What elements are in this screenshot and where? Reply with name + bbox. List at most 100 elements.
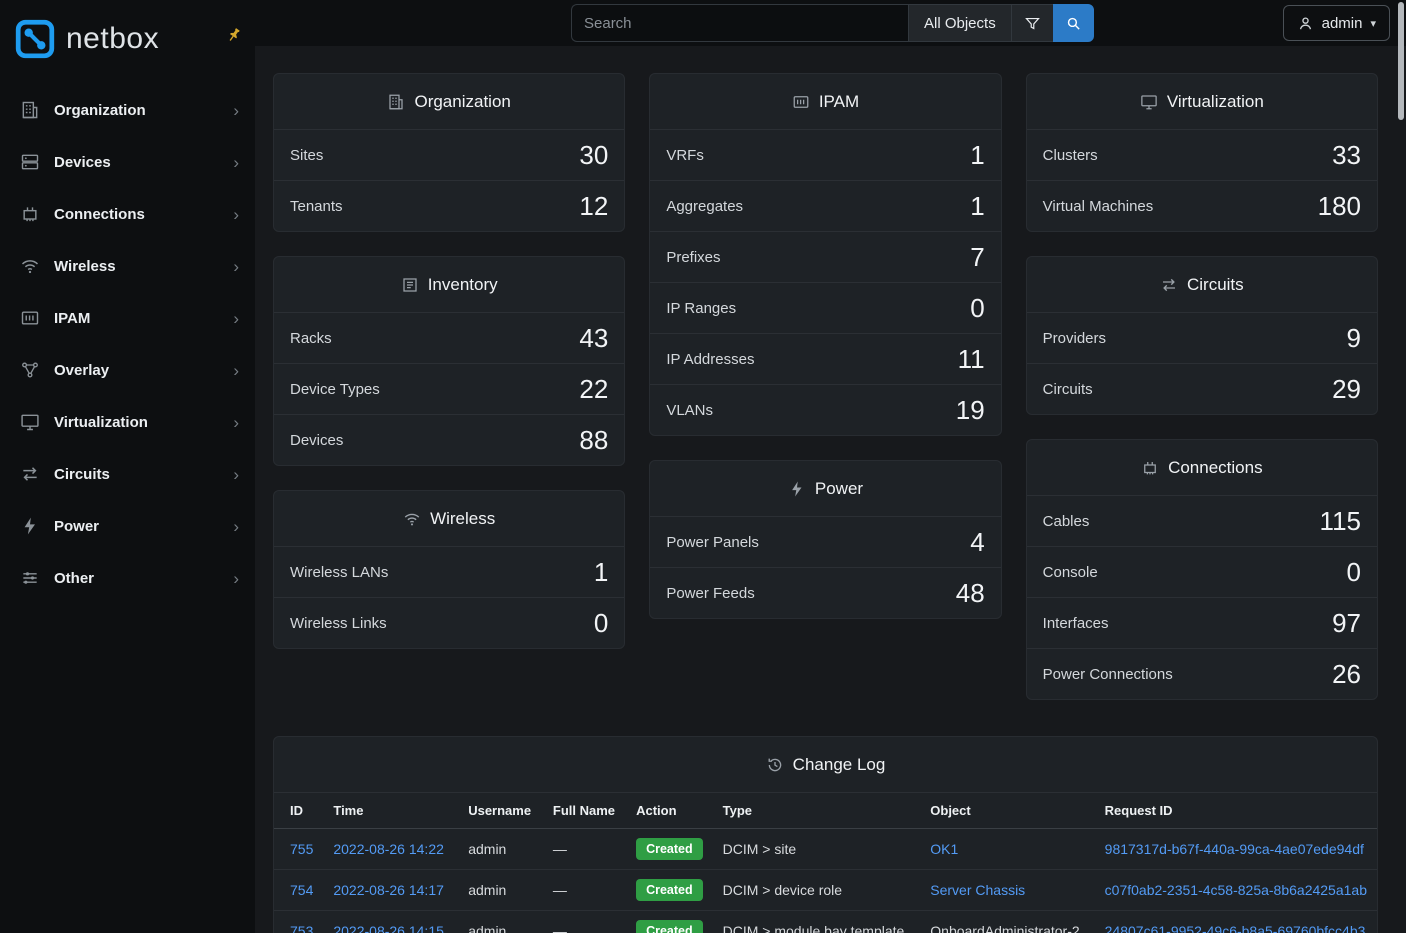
sidebar-item-label: Overlay (54, 361, 110, 379)
stat-row-vrfs[interactable]: VRFs 1 (650, 129, 1001, 180)
main-area: All Objects admin ▾ Organization (255, 0, 1406, 933)
chevron-right-icon: › (233, 152, 239, 172)
sidebar-item-wireless[interactable]: Wireless › (0, 240, 255, 292)
stat-row-circuits[interactable]: Circuits 29 (1026, 363, 1377, 414)
sidebar-item-ipam[interactable]: IPAM › (0, 292, 255, 344)
sidebar-item-overlay[interactable]: Overlay › (0, 344, 255, 396)
stat-row-vlans[interactable]: VLANs 19 (650, 384, 1001, 435)
changelog-username: admin (458, 910, 543, 933)
changelog-time-link[interactable]: 2022-08-26 14:17 (333, 882, 444, 898)
card-title: Virtualization (1027, 74, 1377, 129)
card-power: Power Power Panels 4 Power Feeds 48 (649, 460, 1002, 619)
stat-row-providers[interactable]: Providers 9 (1026, 312, 1377, 363)
col-header-request-id: Request ID (1094, 792, 1377, 829)
sidebar-item-circuits[interactable]: Circuits › (0, 448, 255, 500)
sidebar-item-label: Circuits (54, 465, 110, 483)
counter-icon (21, 311, 39, 325)
stat-row-prefixes[interactable]: Prefixes 7 (650, 231, 1001, 282)
card-title: Circuits (1027, 257, 1377, 312)
scrollbar[interactable] (1398, 2, 1404, 120)
card-title: Organization (274, 74, 624, 129)
stat-row-ip-ranges[interactable]: IP Ranges 0 (650, 282, 1001, 333)
stat-row-wireless-links[interactable]: Wireless Links 0 (274, 597, 625, 648)
sidebar-item-connections[interactable]: Connections › (0, 188, 255, 240)
card-title: IPAM (650, 74, 1000, 129)
changelog-object-link[interactable]: Server Chassis (930, 882, 1026, 898)
changelog-request-id-link[interactable]: 24807c61-9952-49c6-b8a5-69760bfcc4b3 (1104, 923, 1366, 933)
stat-row-console[interactable]: Console 0 (1026, 546, 1377, 597)
changelog-row: 753 2022-08-26 14:15 admin — Created DCI… (274, 910, 1377, 933)
action-badge: Created (636, 879, 703, 901)
search-submit-button[interactable] (1052, 4, 1094, 42)
sidebar-item-label: Organization (54, 101, 146, 119)
changelog-object-link[interactable]: OK1 (930, 841, 959, 857)
sidebar-item-other[interactable]: Other › (0, 552, 255, 604)
sidebar-item-organization[interactable]: Organization › (0, 84, 255, 136)
changelog-id-link[interactable]: 753 (290, 923, 314, 933)
changelog-request-id-link[interactable]: c07f0ab2-2351-4c58-825a-8b6a2425a1ab (1104, 882, 1367, 898)
sidebar-item-label: Other (54, 569, 95, 587)
sidebar-item-label: Power (54, 517, 100, 535)
wifi-icon (21, 260, 39, 274)
stat-row-wireless-lans[interactable]: Wireless LANs 1 (274, 546, 625, 597)
chevron-right-icon: › (233, 464, 239, 484)
object-type-selector[interactable]: All Objects (908, 4, 1011, 42)
changelog-id-link[interactable]: 755 (290, 841, 314, 857)
cable-icon (23, 206, 37, 222)
stat-row-virtual-machines[interactable]: Virtual Machines 180 (1026, 180, 1377, 231)
stat-row-interfaces[interactable]: Interfaces 97 (1026, 597, 1377, 648)
stat-row-sites[interactable]: Sites 30 (274, 129, 625, 180)
changelog-full-name: — (542, 828, 627, 870)
chevron-right-icon: › (233, 204, 239, 224)
sidebar-nav: Organization › Devices › Connections › W… (0, 84, 255, 604)
changelog-id-link[interactable]: 754 (290, 882, 314, 898)
search-input[interactable] (571, 4, 908, 42)
transfer-icon (22, 467, 38, 481)
stat-row-device-types[interactable]: Device Types 22 (274, 363, 625, 414)
sidebar: netbox Organization › Devices › Connecti… (0, 0, 255, 933)
stat-row-tenants[interactable]: Tenants 12 (274, 180, 625, 231)
sidebar-item-label: Devices (54, 153, 111, 171)
building-icon (22, 101, 38, 119)
sidebar-item-virtualization[interactable]: Virtualization › (0, 396, 255, 448)
card-title: Connections (1027, 440, 1377, 495)
search-icon (1067, 17, 1080, 30)
changelog-type: DCIM > site (712, 828, 921, 870)
chevron-right-icon: › (233, 308, 239, 328)
changelog-time-link[interactable]: 2022-08-26 14:15 (333, 923, 444, 933)
stat-row-ip-addresses[interactable]: IP Addresses 11 (650, 333, 1001, 384)
changelog-time-link[interactable]: 2022-08-26 14:22 (333, 841, 444, 857)
changelog-request-id-link[interactable]: 9817317d-b67f-440a-99ca-4ae07ede94df (1104, 841, 1364, 857)
filter-button[interactable] (1010, 4, 1053, 42)
monitor-icon (1141, 94, 1157, 109)
card-organization: Organization Sites 30 Tenants 12 (273, 73, 626, 232)
stat-row-power-feeds[interactable]: Power Feeds 48 (650, 567, 1001, 618)
changelog-row: 754 2022-08-26 14:17 admin — Created DCI… (274, 869, 1377, 911)
col-header-id: ID (274, 792, 324, 829)
stat-row-power-connections[interactable]: Power Connections 26 (1026, 648, 1377, 699)
flash-icon (24, 517, 35, 535)
stat-row-aggregates[interactable]: Aggregates 1 (650, 180, 1001, 231)
stat-row-clusters[interactable]: Clusters 33 (1026, 129, 1377, 180)
cable-icon (1144, 460, 1156, 475)
sidebar-item-devices[interactable]: Devices › (0, 136, 255, 188)
netbox-logo[interactable]: netbox (0, 0, 255, 76)
stat-row-devices[interactable]: Devices 88 (274, 414, 625, 465)
pin-icon[interactable] (221, 22, 246, 47)
sidebar-item-power[interactable]: Power › (0, 500, 255, 552)
card-change-log: Change Log ID Time Username Full Name Ac… (273, 736, 1378, 933)
changelog-type: DCIM > device role (712, 869, 921, 911)
chevron-right-icon: › (233, 256, 239, 276)
changelog-object: OnboardAdministrator-2 (920, 910, 1095, 933)
user-menu-button[interactable]: admin ▾ (1282, 5, 1390, 41)
server-icon (21, 154, 39, 170)
changelog-username: admin (458, 828, 543, 870)
stat-row-racks[interactable]: Racks 43 (274, 312, 625, 363)
action-badge: Created (636, 838, 703, 860)
filter-icon (1025, 17, 1039, 29)
stat-row-cables[interactable]: Cables 115 (1026, 495, 1377, 546)
col-header-object: Object (920, 792, 1095, 829)
stat-row-power-panels[interactable]: Power Panels 4 (650, 516, 1001, 567)
chevron-right-icon: › (233, 100, 239, 120)
changelog-table: ID Time Username Full Name Action Type O… (274, 792, 1377, 933)
